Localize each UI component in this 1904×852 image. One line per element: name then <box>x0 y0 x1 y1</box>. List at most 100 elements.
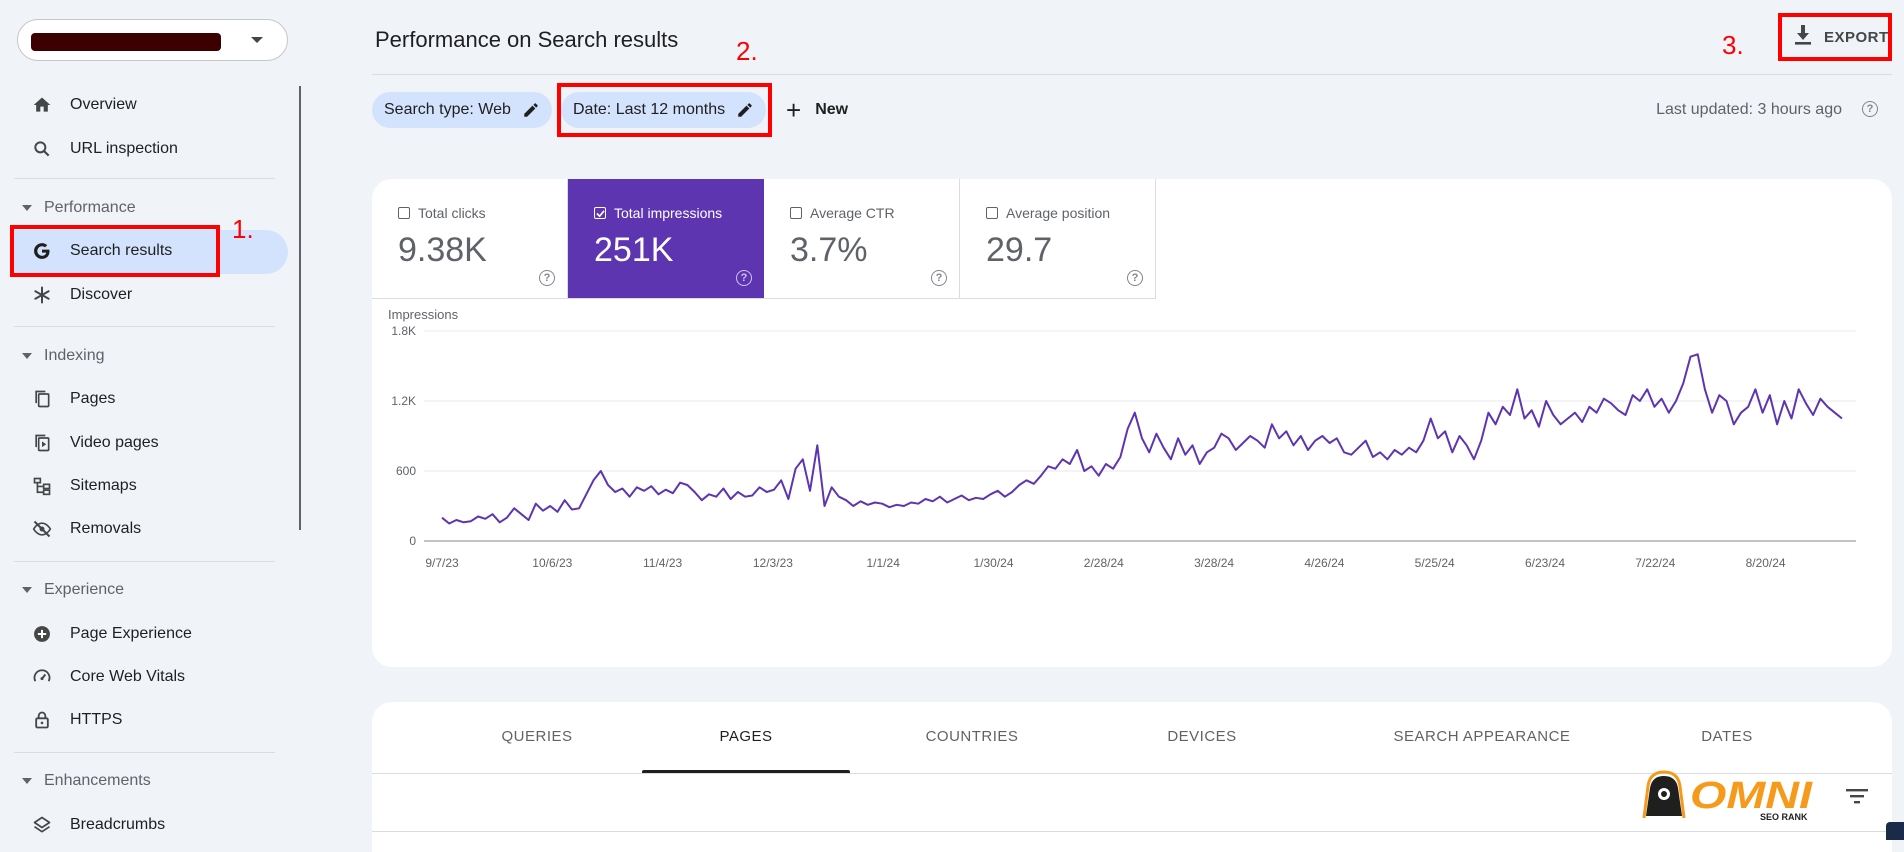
checkbox-icon[interactable] <box>398 207 410 219</box>
checkbox-icon[interactable] <box>790 207 802 219</box>
metric-average-position[interactable]: Average position 29.7 ? <box>960 179 1156 299</box>
metric-total-impressions[interactable]: Total impressions 251K ? <box>568 179 764 299</box>
page-title: Performance on Search results <box>375 27 679 52</box>
dimension-tabs-card: QUERIES PAGES COUNTRIES DEVICES SEARCH A… <box>372 702 1892 852</box>
sidebar-item-core-web-vitals[interactable]: Core Web Vitals <box>0 657 288 697</box>
impressions-series-line[interactable] <box>441 353 1843 525</box>
date-range-label: Date: Last 12 months <box>573 101 726 118</box>
asterisk-icon <box>31 284 53 306</box>
sidebar-item-https[interactable]: HTTPS <box>0 700 288 740</box>
annotation-number-2: 2. <box>736 36 758 66</box>
section-label: Enhancements <box>44 772 151 789</box>
property-selector[interactable] <box>17 19 288 61</box>
search-type-chip[interactable]: Search type: Web <box>372 92 552 128</box>
sidebar-item-removals[interactable]: Removals <box>0 509 288 549</box>
help-icon[interactable]: ? <box>539 270 555 286</box>
tabs-divider <box>372 773 1892 774</box>
corner-widget-icon[interactable] <box>1886 822 1904 840</box>
search-type-label: Search type: Web <box>384 101 511 118</box>
sidebar-item-url-inspection[interactable]: URL inspection <box>0 129 288 169</box>
sidebar-item-pages[interactable]: Pages <box>0 379 288 419</box>
tab-queries[interactable]: QUERIES <box>501 728 573 745</box>
help-icon[interactable]: ? <box>931 270 947 286</box>
download-icon <box>1794 25 1812 49</box>
filter-icon[interactable] <box>1846 788 1868 804</box>
layers-icon <box>31 814 53 836</box>
omni-seo-rank-logo: OMNI SEO RANK <box>1642 770 1814 822</box>
active-highlight <box>14 230 288 274</box>
lock-icon <box>31 709 53 731</box>
google-g-icon <box>31 240 53 262</box>
metric-value: 29.7 <box>986 231 1053 269</box>
brand-tagline: SEO RANK <box>1760 812 1808 822</box>
performance-card: Total clicks 9.38K ? Total impressions 2… <box>372 179 1892 667</box>
sidebar-item-discover[interactable]: Discover <box>0 275 288 315</box>
sidebar-item-label: Pages <box>70 390 116 407</box>
section-performance[interactable]: Performance <box>22 199 136 217</box>
sidebar-item-label: Sitemaps <box>70 477 137 494</box>
sidebar-item-label: URL inspection <box>70 140 178 157</box>
chevron-down-icon <box>22 778 32 784</box>
tab-pages[interactable]: PAGES <box>719 728 773 745</box>
tab-dates[interactable]: DATES <box>1701 728 1753 745</box>
chevron-down-icon <box>22 353 32 359</box>
sidebar-item-label: Page Experience <box>70 625 192 642</box>
edit-pencil-icon <box>522 101 540 119</box>
header-divider <box>372 74 1892 75</box>
sidebar-item-search-results[interactable]: Search results <box>0 231 288 271</box>
sidebar-scrollbar[interactable] <box>299 86 301 530</box>
brand-name: OMNI <box>1690 775 1814 817</box>
tab-countries[interactable]: COUNTRIES <box>925 728 1019 745</box>
export-button[interactable]: EXPORT <box>1778 14 1891 60</box>
annotation-box-2 <box>557 83 772 137</box>
x-tick-label: 12/3/23 <box>753 556 793 570</box>
metric-value: 9.38K <box>398 231 487 269</box>
x-tick-label: 4/26/24 <box>1304 556 1344 570</box>
x-tick-label: 9/7/23 <box>425 556 459 570</box>
sidebar-item-label: Search results <box>70 242 173 259</box>
checkbox-icon[interactable] <box>986 207 998 219</box>
chevron-down-icon <box>251 37 263 43</box>
home-icon <box>31 94 53 116</box>
divider <box>14 752 275 753</box>
section-experience[interactable]: Experience <box>22 581 124 599</box>
annotation-box-3 <box>1778 13 1892 61</box>
metric-label: Total impressions <box>614 205 723 221</box>
sitemap-icon <box>31 475 53 497</box>
sidebar-item-breadcrumbs[interactable]: Breadcrumbs <box>0 805 288 845</box>
x-tick-label: 7/22/24 <box>1635 556 1675 570</box>
x-tick-label: 5/25/24 <box>1415 556 1455 570</box>
page-experience-icon <box>31 623 53 645</box>
x-tick-label: 10/6/23 <box>532 556 572 570</box>
help-icon[interactable]: ? <box>1127 270 1143 286</box>
section-label: Performance <box>44 199 136 216</box>
y-tick-label: 0 <box>409 534 416 548</box>
pages-icon <box>31 388 53 410</box>
sidebar-item-page-experience[interactable]: Page Experience <box>0 614 288 654</box>
sidebar-item-video-pages[interactable]: Video pages <box>0 423 288 463</box>
new-filter-button[interactable]: + New <box>786 96 848 124</box>
help-icon[interactable]: ? <box>1862 101 1878 117</box>
sidebar-item-overview[interactable]: Overview <box>0 85 288 125</box>
y-tick-label: 600 <box>396 464 416 478</box>
chevron-down-icon <box>22 205 32 211</box>
checkbox-checked-icon[interactable] <box>594 207 606 219</box>
section-indexing[interactable]: Indexing <box>22 347 105 365</box>
impressions-chart[interactable]: Impressions 0 600 1.2K 1.8K 9/7/23 10/6/23 11/… <box>372 307 1892 659</box>
search-icon <box>31 138 53 160</box>
export-label: EXPORT <box>1824 28 1889 46</box>
tab-devices[interactable]: DEVICES <box>1167 728 1237 745</box>
sidebar-item-sitemaps[interactable]: Sitemaps <box>0 466 288 506</box>
metric-value: 3.7% <box>790 231 868 269</box>
date-range-chip[interactable]: Date: Last 12 months <box>561 92 766 128</box>
tab-search-appearance[interactable]: SEARCH APPEARANCE <box>1393 728 1571 745</box>
metric-label: Total clicks <box>418 205 486 221</box>
help-icon[interactable]: ? <box>736 270 752 286</box>
section-label: Experience <box>44 581 125 598</box>
metric-average-ctr[interactable]: Average CTR 3.7% ? <box>764 179 960 299</box>
redacted-property-name <box>31 33 221 51</box>
annotation-box-1 <box>10 225 220 277</box>
metric-total-clicks[interactable]: Total clicks 9.38K ? <box>372 179 568 299</box>
edit-pencil-icon <box>736 101 754 119</box>
section-enhancements[interactable]: Enhancements <box>22 772 151 790</box>
